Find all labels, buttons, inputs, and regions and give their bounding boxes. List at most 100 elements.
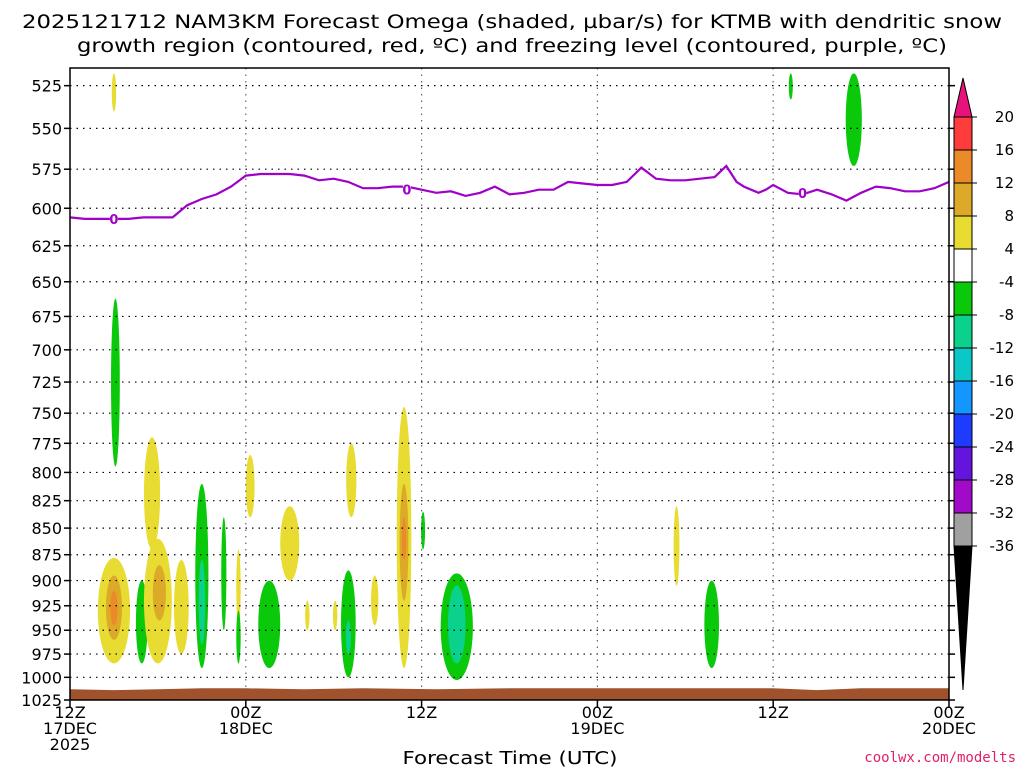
y-tick-label: 650 — [31, 273, 62, 292]
y-tick-label: 975 — [31, 645, 62, 664]
colorbar-label: -32 — [990, 504, 1015, 522]
colorbar-segment — [953, 347, 973, 382]
freezing-label-bg — [798, 186, 807, 199]
plot-frame — [69, 67, 950, 701]
y-axis-ticks: 525 550 575 600 625 650 675 700 725 750 775 800 825 8… — [21, 77, 955, 710]
colorbar-label: -12 — [990, 339, 1015, 357]
colorbar-segment — [953, 215, 973, 250]
credit-text: coolwx.com/modelts — [864, 750, 1016, 766]
x-tick-label: 00Z — [933, 703, 964, 722]
omega-region-0 — [111, 73, 117, 112]
y-tick-label: 1025 — [21, 691, 62, 710]
x-tick-label: 18DEC — [219, 719, 273, 738]
y-tick-label: 575 — [31, 160, 62, 179]
y-tick-label: 800 — [31, 463, 62, 482]
y-tick-label: 775 — [31, 434, 62, 453]
y-tick-label: 725 — [31, 373, 62, 392]
colorbar-segment — [953, 380, 973, 415]
y-tick-label: 600 — [31, 199, 62, 218]
x-tick-label: 12Z — [758, 703, 789, 722]
freezing-label-bg — [109, 212, 118, 225]
omega-region-14 — [221, 517, 227, 631]
omega-region-32 — [673, 506, 680, 586]
freezing-level-line — [70, 164, 949, 220]
colorbar-segment — [953, 413, 973, 448]
y-tick-label: 675 — [31, 307, 62, 326]
colorbar-segment — [953, 314, 973, 349]
y-tick-label: 625 — [31, 237, 62, 256]
omega-region-11 — [174, 559, 189, 655]
x-tick-label: 00Z — [582, 703, 613, 722]
freezing-label-bg — [402, 183, 411, 196]
colorbar-label: 4 — [1004, 240, 1014, 258]
omega-region-29 — [421, 511, 426, 550]
omega-region-18 — [258, 580, 281, 669]
freezing-level-label: 0 — [109, 213, 118, 228]
y-tick-label: 875 — [31, 546, 62, 565]
omega-region-16 — [236, 610, 241, 664]
colorbar-label: -28 — [990, 471, 1015, 489]
colorbar-top-arrow — [953, 77, 973, 118]
omega-region-19 — [280, 506, 300, 581]
colorbar-bottom-arrow — [953, 545, 973, 691]
colorbar-label: 20 — [995, 108, 1014, 126]
colorbar-label: 12 — [995, 174, 1014, 192]
y-tick-label: 525 — [31, 77, 62, 96]
freezing-level-contour: 0 0 0 — [70, 164, 949, 228]
chart-title-line1: 2025121712 NAM3KM Forecast Omega (shaded… — [22, 11, 1002, 33]
colorbar-segment — [953, 116, 973, 151]
colorbar-label: -24 — [990, 438, 1015, 456]
omega-region-17 — [245, 455, 255, 518]
freezing-level-label: 0 — [798, 187, 807, 202]
x-tick-label: 2025 — [50, 735, 91, 754]
colorbar-segment — [953, 512, 973, 547]
ground-fill — [70, 688, 949, 700]
omega-region-3 — [111, 298, 120, 467]
omega-region-6 — [110, 590, 118, 626]
y-tick-label: 850 — [31, 519, 62, 538]
freezing-level-label: 0 — [402, 184, 411, 199]
colorbar-label: -36 — [990, 537, 1015, 555]
ground-surface — [70, 688, 949, 700]
colorbar-label: -16 — [990, 372, 1015, 390]
x-tick-label: 12Z — [406, 703, 437, 722]
y-tick-label: 925 — [31, 597, 62, 616]
y-tick-label: 750 — [31, 404, 62, 423]
x-tick-label: 19DEC — [570, 719, 624, 738]
omega-region-10 — [152, 565, 166, 621]
omega-region-31 — [447, 585, 466, 664]
colorbar-segment — [953, 149, 973, 184]
x-tick-label: 00Z — [230, 703, 261, 722]
colorbar-segment — [953, 281, 973, 316]
omega-region-25 — [371, 575, 379, 626]
omega-region-20 — [305, 600, 310, 631]
x-tick-label: 12Z — [54, 703, 85, 722]
omega-region-15 — [236, 549, 241, 626]
colorbar-segment — [953, 248, 973, 283]
omega-region-33 — [704, 580, 719, 669]
colorbar-segment — [953, 182, 973, 217]
colorbar-label: 8 — [1004, 207, 1014, 225]
colorbar: 20 16 12 8 4 -4 -8 -12 -16 -20 -24 -28 -32 -36 — [953, 77, 1015, 691]
y-tick-label: 700 — [31, 341, 62, 360]
omega-region-24 — [345, 620, 351, 655]
x-tick-label: 17DEC — [43, 719, 97, 738]
x-tick-label: 20DEC — [922, 719, 976, 738]
colorbar-label: 16 — [995, 141, 1014, 159]
omega-region-1 — [788, 73, 793, 100]
colorbar-segment — [953, 446, 973, 481]
y-tick-label: 550 — [31, 119, 62, 138]
omega-region-28 — [401, 517, 407, 560]
colorbar-label: -4 — [999, 273, 1014, 291]
y-tick-label: 825 — [31, 492, 62, 511]
colorbar-label: -8 — [999, 306, 1014, 324]
omega-region-21 — [332, 600, 338, 631]
omega-region-22 — [346, 443, 357, 518]
x-axis-label: Forecast Time (UTC) — [403, 748, 618, 768]
y-tick-label: 900 — [31, 572, 62, 591]
colorbar-segment — [953, 479, 973, 514]
omega-shading — [97, 73, 862, 681]
omega-region-13 — [198, 559, 206, 645]
